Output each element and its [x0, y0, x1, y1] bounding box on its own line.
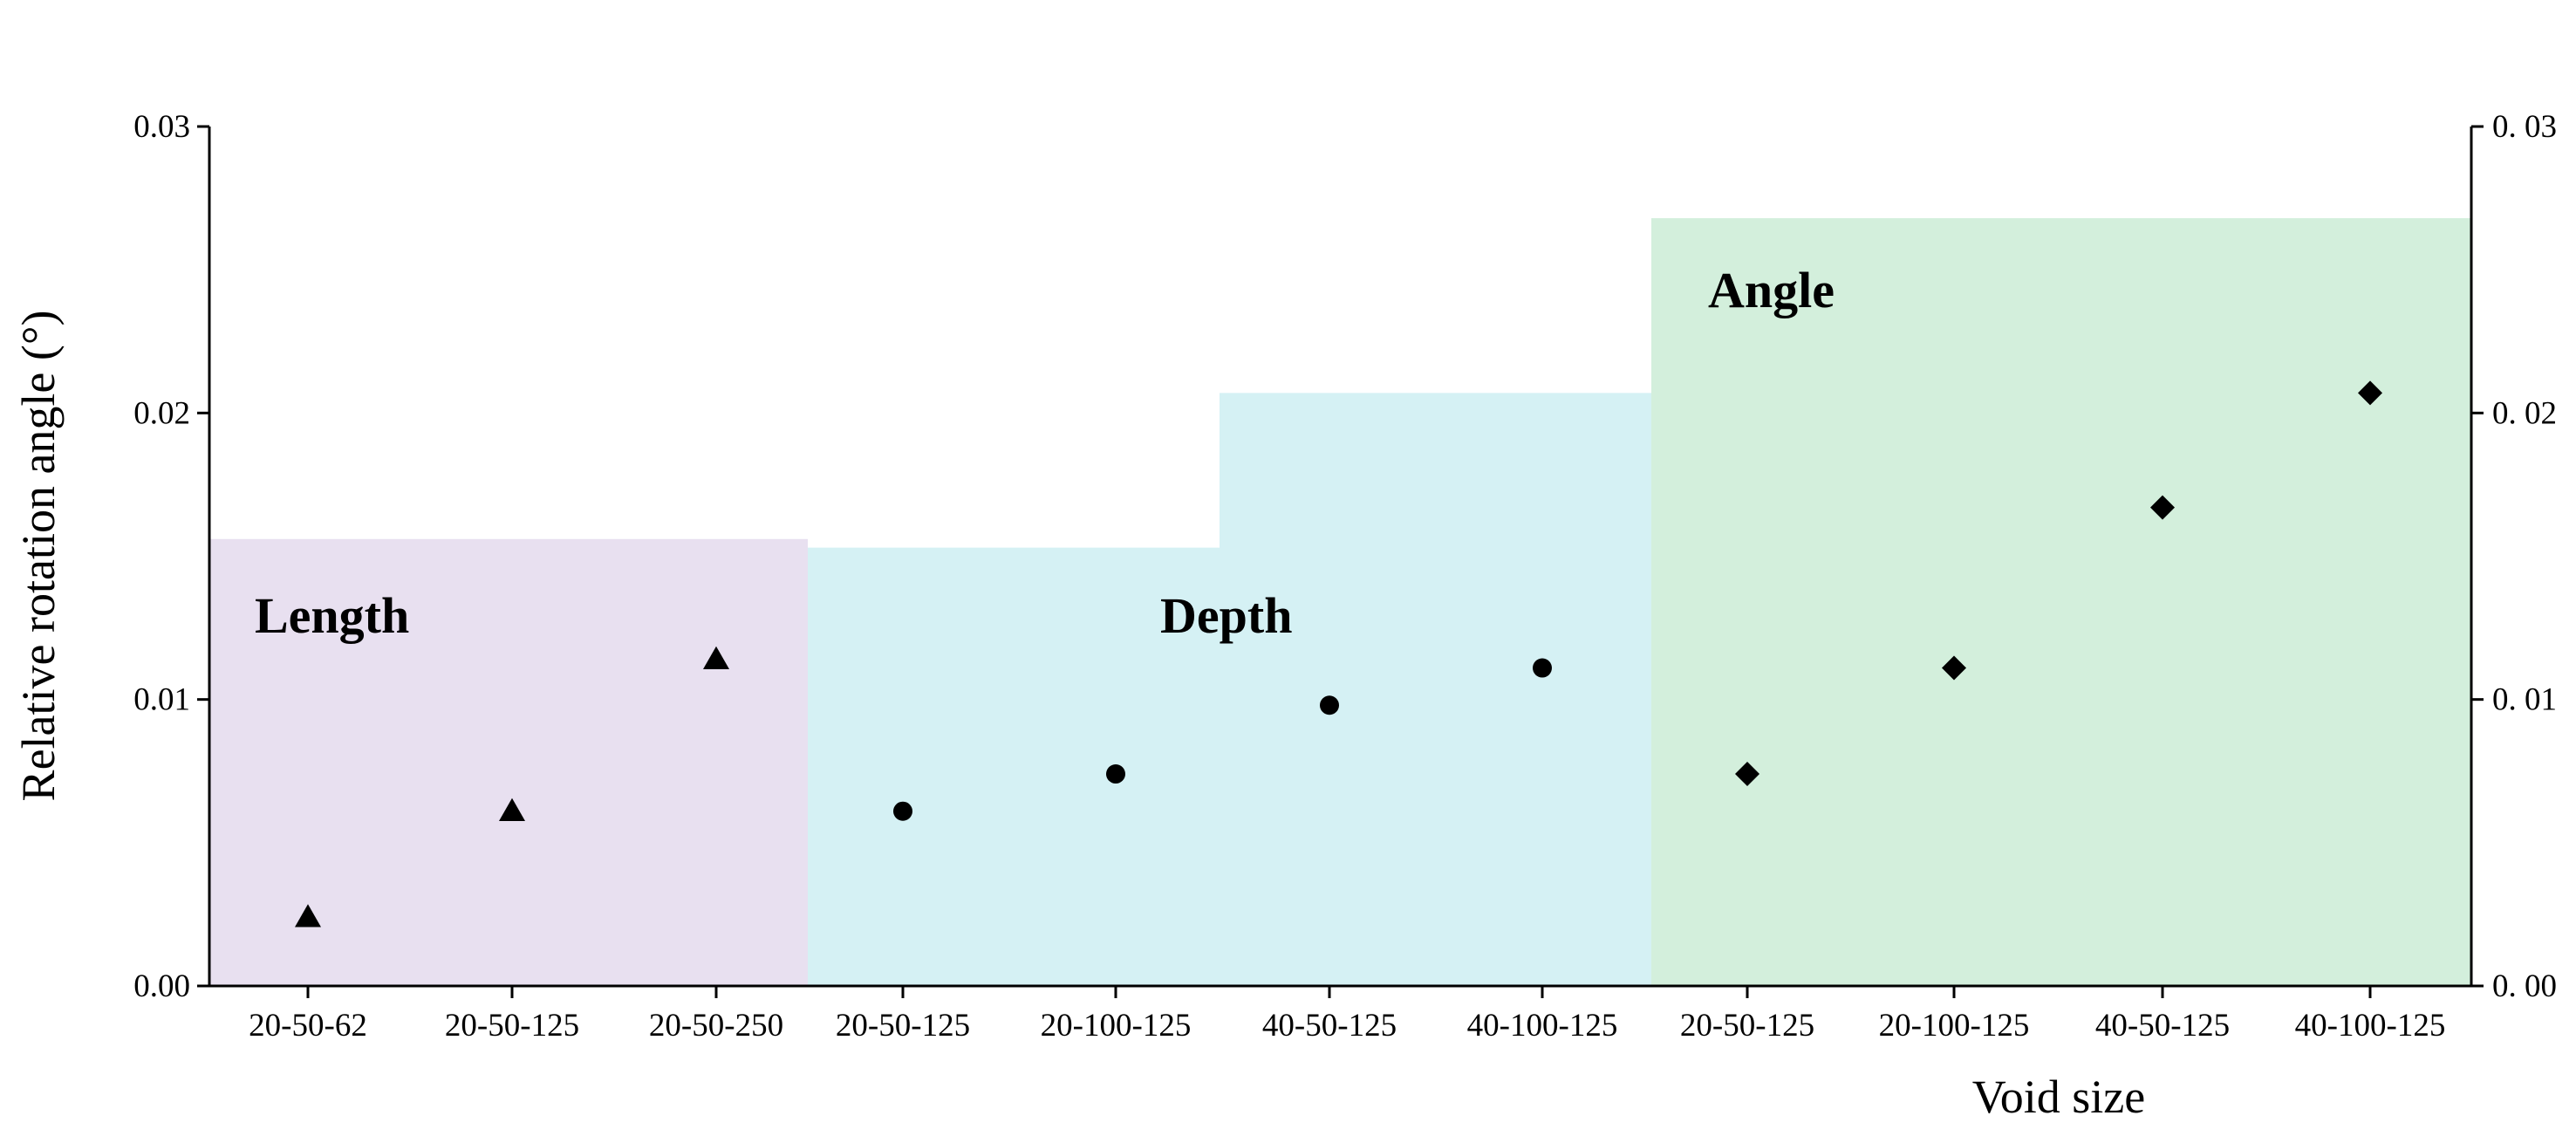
point-length-1 [499, 797, 525, 821]
background-regions [209, 218, 2471, 987]
region-labels: Length Depth Angle [255, 262, 1835, 644]
point-length-0 [295, 904, 321, 927]
point-angle-2 [2150, 495, 2175, 520]
region-label-depth: Depth [1160, 587, 1292, 644]
point-depth-1 [1106, 764, 1125, 784]
x-tick-label: 20-100-125 [1041, 1008, 1192, 1044]
y-tick-label-right: 0. 03 [2492, 109, 2557, 145]
x-tick-label: 20-50-62 [249, 1008, 367, 1044]
point-angle-1 [1942, 655, 1966, 681]
x-tick-label: 40-100-125 [1467, 1008, 1618, 1044]
x-tick-label: 40-50-125 [1262, 1008, 1397, 1044]
region-depth-1 [808, 547, 1220, 986]
x-axis-title: Void size [1972, 1071, 2146, 1123]
region-depth-2 [1220, 393, 1651, 987]
point-depth-3 [1533, 658, 1552, 678]
x-tick-label: 20-50-125 [1680, 1008, 1814, 1044]
x-tick-label: 20-50-250 [649, 1008, 783, 1044]
region-label-length: Length [255, 587, 409, 644]
point-depth-0 [893, 801, 912, 821]
x-tick-label: 20-50-125 [445, 1008, 579, 1044]
point-depth-2 [1320, 695, 1339, 715]
y-tick-label-left: 0.01 [133, 682, 190, 718]
region-angle-3 [1651, 218, 2471, 987]
y-tick-label-right: 0. 01 [2492, 682, 2557, 718]
y-tick-label-right: 0. 00 [2492, 968, 2557, 1004]
y-tick-label-left: 0.03 [133, 109, 190, 145]
point-length-2 [703, 646, 729, 669]
x-tick-label: 20-100-125 [1879, 1008, 2030, 1044]
x-tick-label: 20-50-125 [836, 1008, 970, 1044]
y-tick-label-left: 0.02 [133, 395, 190, 431]
y-axis-title: Relative rotation angle (°) [12, 311, 65, 802]
x-tick-label: 40-50-125 [2095, 1008, 2230, 1044]
data-points [295, 380, 2382, 927]
point-angle-0 [1735, 762, 1759, 787]
ticks: 0.00 0. 00 0.01 0. 01 0.02 0. 02 0.03 0. 03 20-5… [133, 109, 2557, 1044]
region-label-angle: Angle [1708, 262, 1835, 318]
y-tick-label-right: 0. 02 [2492, 395, 2557, 431]
x-tick-label: 40-100-125 [2295, 1008, 2446, 1044]
y-tick-label-left: 0.00 [133, 968, 190, 1004]
point-angle-3 [2358, 380, 2382, 406]
axes [208, 127, 2473, 988]
